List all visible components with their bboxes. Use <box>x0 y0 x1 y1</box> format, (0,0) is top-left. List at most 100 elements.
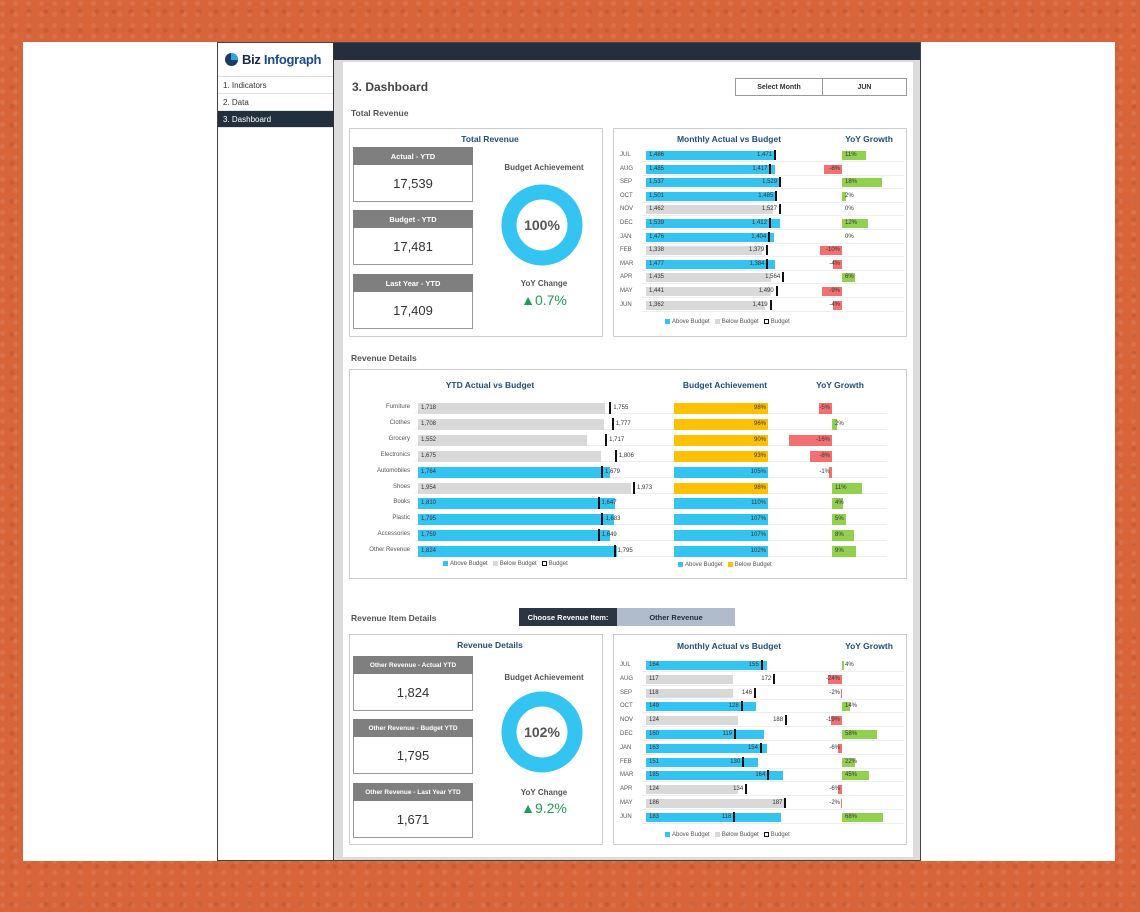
dashboard-content: 3. Dashboard Select Month JUN Total Reve… <box>343 62 913 857</box>
achievement-value-label: 105% <box>750 468 766 475</box>
growth-bar <box>818 403 832 414</box>
budget-marker <box>609 402 612 414</box>
budget-value-label: 1,412 <box>751 220 767 226</box>
chart-row <box>642 756 904 769</box>
achievement-bar <box>674 546 768 558</box>
actual-value-label: 1,537 <box>649 179 665 186</box>
item-kpi-panel: Revenue Details Other Revenue - Actual Y… <box>349 634 603 845</box>
sidebar-item-dashboard[interactable]: 3. Dashboard <box>218 111 333 128</box>
achievement-value-label: 98% <box>753 484 766 491</box>
achievement-value-label: 102% <box>750 548 766 555</box>
budget-value-label: 1,806 <box>618 452 634 459</box>
achievement-value-label: 98% <box>753 405 766 411</box>
growth-bar <box>842 191 847 201</box>
chart-row <box>642 714 904 728</box>
budget-marker <box>597 497 600 510</box>
actual-value-label: 163 <box>649 744 660 751</box>
total-revenue-heading: Total Revenue <box>351 108 409 118</box>
budget-marker <box>767 770 770 781</box>
sidebar-item-indicators[interactable]: 1. Indicators <box>218 77 333 94</box>
month-label: OCT <box>620 192 633 199</box>
actual-value-label: 164 <box>649 662 660 668</box>
growth-value-label: 18% <box>845 179 858 186</box>
actual-bar <box>418 498 616 510</box>
actual-value-label: 1,486 <box>649 152 665 158</box>
chart-row <box>642 811 904 824</box>
achievement-donut: 100% <box>501 184 583 266</box>
actual-value-label: 1,338 <box>649 247 665 254</box>
actual-value-label: 1,708 <box>421 420 437 427</box>
month-label: JUN <box>620 813 632 820</box>
growth-value-label: -6% <box>829 744 840 751</box>
revenue-item-dropdown[interactable]: Other Revenue <box>617 608 735 626</box>
actual-bar <box>418 403 606 414</box>
item-label: Books <box>393 499 410 506</box>
actual-bar <box>646 219 780 228</box>
actual-value-label: 1,476 <box>649 233 665 240</box>
month-label: DEC <box>620 731 633 737</box>
item-label: Other Revenue <box>369 547 410 554</box>
month-label: JUL <box>620 662 631 668</box>
sidebar-item-data[interactable]: 2. Data <box>218 94 333 111</box>
actual-value-label: 1,718 <box>421 405 437 411</box>
actual-value-label: 186 <box>649 800 660 806</box>
growth-value-label: -16% <box>815 436 830 443</box>
budget-marker <box>782 272 785 283</box>
item-panel-title: Revenue Details <box>457 640 523 650</box>
growth-value-label: -8% <box>819 452 830 459</box>
yoy-change-value: ▲0.7% <box>521 292 567 308</box>
achievement-bar <box>674 466 768 478</box>
item-kpi-budget-label: Other Revenue - Budget YTD <box>353 719 473 737</box>
item-kpi-actual-label: Other Revenue - Actual YTD <box>353 656 473 674</box>
actual-bar <box>646 785 738 795</box>
budget-value-label: 1,679 <box>605 468 621 475</box>
actual-bar <box>646 771 783 781</box>
item-kpi-lastyear-value: 1,671 <box>353 801 473 838</box>
actual-bar <box>646 232 775 242</box>
actual-bar <box>646 205 774 215</box>
growth-bar <box>832 530 854 542</box>
item-growth-title: YoY Growth <box>845 641 893 651</box>
actual-bar <box>646 674 733 684</box>
chart-row <box>642 163 904 176</box>
month-dropdown[interactable]: JUN <box>857 83 872 91</box>
dashboard-window: Biz Infograph 1. Indicators 2. Data 3. D… <box>217 42 921 861</box>
budget-value-label: 1,777 <box>615 420 631 427</box>
growth-value-label: -19% <box>825 717 840 724</box>
item-yoy-value: ▲9.2% <box>521 800 567 816</box>
chart-row <box>415 544 887 558</box>
chart-row <box>642 797 904 810</box>
growth-bar <box>827 674 842 684</box>
growth-value-label: -2% <box>829 800 840 806</box>
actual-bar <box>646 287 772 296</box>
budget-value-label: 164 <box>755 772 766 779</box>
growth-bar <box>840 799 842 808</box>
growth-value-label: 4% <box>845 662 854 668</box>
budget-marker <box>601 513 604 526</box>
actual-value-label: 1,824 <box>421 548 437 555</box>
budget-value-label: 119 <box>722 731 733 737</box>
achievement-bar <box>674 482 768 494</box>
actual-value-label: 117 <box>649 675 659 682</box>
growth-bar <box>842 178 882 188</box>
top-bar <box>334 43 920 60</box>
growth-value-label: 6% <box>845 274 854 281</box>
achievement-value-label: 107% <box>750 532 766 539</box>
actual-bar <box>646 702 757 712</box>
actual-value-label: 1,362 <box>649 301 665 308</box>
item-label: Clothes <box>389 419 410 426</box>
growth-bar <box>832 546 857 558</box>
growth-value-label: 0% <box>845 233 854 240</box>
actual-value-label: 118 <box>649 689 659 696</box>
growth-bar <box>810 450 832 462</box>
growth-bar <box>838 785 842 795</box>
actual-bar <box>418 546 617 558</box>
item-yoy-label: YoY Change <box>520 788 568 797</box>
growth-value-label: -9% <box>829 288 840 294</box>
actual-value-label: 1,477 <box>649 260 665 267</box>
budget-value-label: 1,795 <box>617 548 633 555</box>
item-label: Accessories <box>377 531 410 538</box>
monthly-legend: Above Budget Below Budget Budget <box>660 319 790 325</box>
budget-marker <box>754 687 757 698</box>
budget-marker <box>768 218 771 228</box>
